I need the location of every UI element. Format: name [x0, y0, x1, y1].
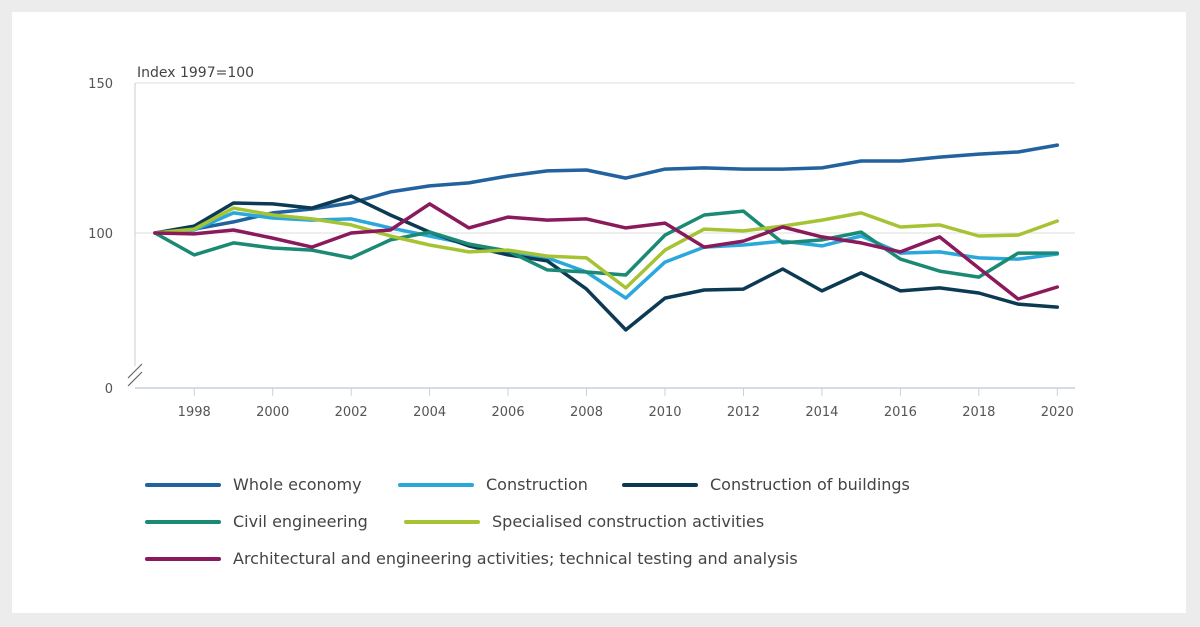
legend-item[interactable]: Construction	[398, 475, 588, 494]
legend-label: Specialised construction activities	[492, 512, 765, 531]
legend-label: Construction of buildings	[710, 475, 910, 494]
x-tick-label: 2008	[570, 405, 603, 420]
x-tick-label: 2012	[727, 405, 760, 420]
chart-card	[12, 12, 1186, 613]
x-tick-label: 1998	[178, 405, 211, 420]
legend-item[interactable]: Civil engineering	[145, 512, 368, 531]
legend-label: Architectural and engineering activities…	[233, 549, 798, 568]
y-tick-label: 150	[88, 77, 113, 92]
axis-break-icon	[127, 363, 143, 387]
x-tick-label: 2018	[962, 405, 995, 420]
y-tick-label: 100	[88, 227, 113, 242]
legend-swatch	[404, 519, 480, 524]
x-tick-label: 2004	[413, 405, 446, 420]
legend-item[interactable]: Construction of buildings	[622, 475, 910, 494]
x-tick-label: 2016	[884, 405, 917, 420]
legend-item[interactable]: Specialised construction activities	[404, 512, 764, 531]
legend-label: Civil engineering	[233, 512, 368, 531]
legend-label: Whole economy	[233, 475, 362, 494]
x-tick-label: 2000	[256, 405, 289, 420]
legend-swatch	[622, 482, 698, 487]
legend-swatch	[145, 482, 221, 487]
legend-swatch	[398, 482, 474, 487]
legend-item[interactable]: Whole economy	[145, 475, 362, 494]
series-line-6	[153, 202, 1060, 301]
x-tick-label: 2006	[492, 405, 525, 420]
legend-swatch	[145, 519, 221, 524]
x-tick-label: 2010	[648, 405, 681, 420]
y-axis-label: Index 1997=100	[137, 65, 254, 81]
x-tick-label: 2014	[805, 405, 838, 420]
legend-swatch	[145, 556, 221, 561]
series-line-3	[153, 194, 1060, 332]
series-line-1	[153, 143, 1060, 235]
legend-label: Construction	[486, 475, 588, 494]
y-tick-label: 0	[105, 382, 113, 397]
x-tick-label: 2020	[1041, 405, 1074, 420]
legend-item[interactable]: Architectural and engineering activities…	[145, 549, 798, 568]
series-line-5	[153, 206, 1060, 290]
x-tick-label: 2002	[335, 405, 368, 420]
